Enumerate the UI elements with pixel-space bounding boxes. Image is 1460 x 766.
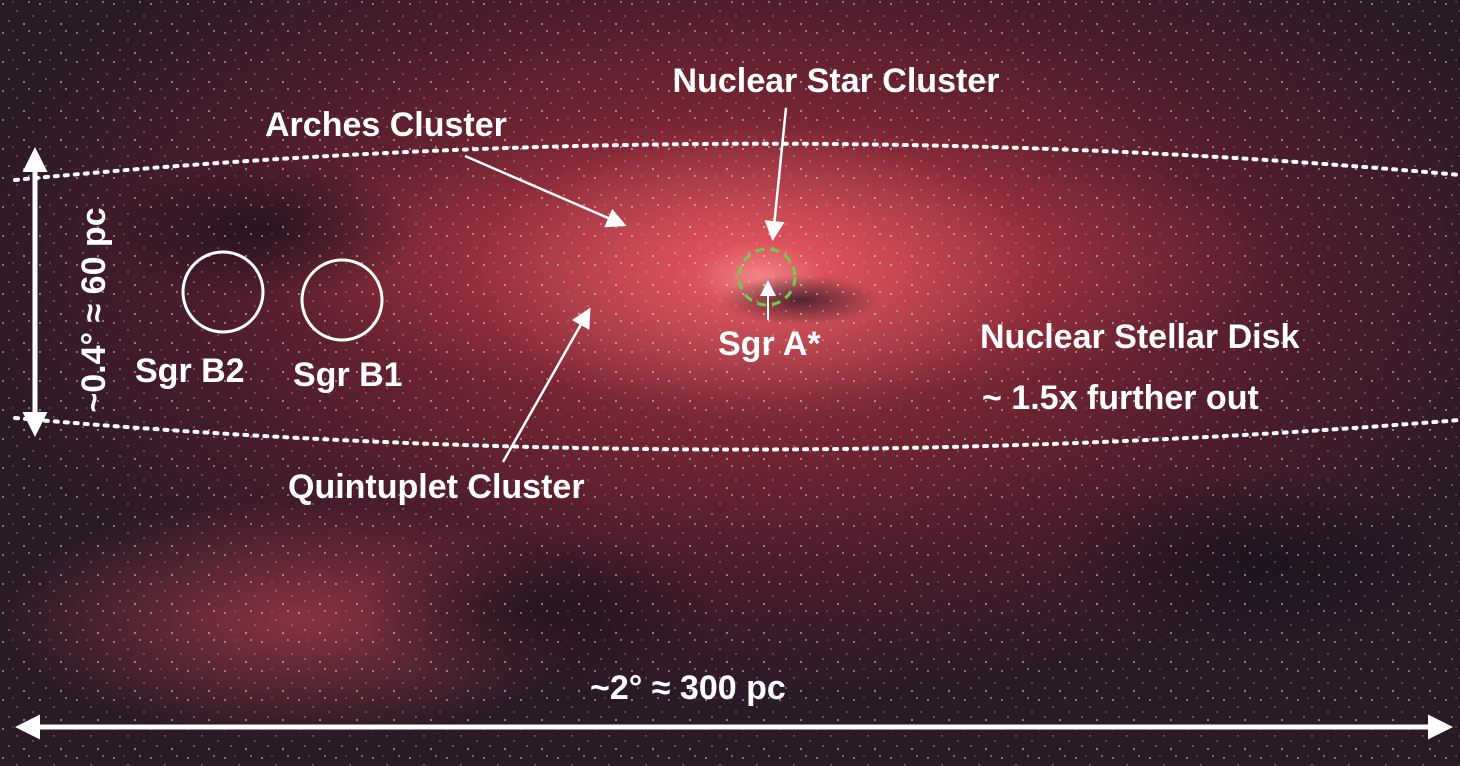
arches-cluster-label: Arches Cluster: [265, 106, 507, 144]
nuclear-stellar-disk-label: Nuclear Stellar Disk: [980, 318, 1299, 356]
sgr-b2-label: Sgr B2: [135, 352, 245, 390]
nuclear-star-cluster-label: Nuclear Star Cluster: [673, 62, 1000, 100]
annotated-galactic-center-image: Nuclear Star Cluster Arches Cluster Sgr …: [0, 0, 1460, 766]
width-scale-label: ~2° ≈ 300 pc: [590, 669, 786, 707]
sgr-a-label: Sgr A*: [718, 325, 821, 363]
quintuplet-cluster-label: Quintuplet Cluster: [288, 468, 585, 506]
sgr-b1-label: Sgr B1: [293, 356, 403, 394]
further-out-label: ~ 1.5x further out: [982, 379, 1259, 417]
height-scale-label: ~0.4° ≈ 60 pc: [75, 207, 113, 412]
